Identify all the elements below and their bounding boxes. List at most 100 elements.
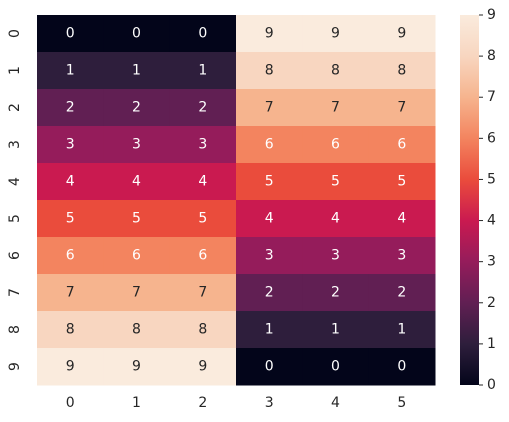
- heatmap-cell: [103, 348, 171, 386]
- cell-value-label: 6: [198, 248, 207, 264]
- cell-value-label: 6: [397, 137, 406, 153]
- cell-value-label: 6: [132, 248, 141, 264]
- heatmap-cell: [302, 237, 370, 275]
- colorbar-gradient: [460, 15, 479, 385]
- heatmap-cell: [37, 274, 104, 312]
- heatmap-cell: [302, 311, 370, 349]
- cell-value-label: 3: [265, 248, 274, 264]
- cell-value-label: 0: [132, 26, 141, 42]
- cell-value-label: 8: [66, 322, 75, 338]
- heatmap-cell: [302, 163, 370, 201]
- cell-value-label: 8: [397, 63, 406, 79]
- heatmap-cell: [169, 200, 237, 238]
- cell-value-label: 9: [331, 26, 340, 42]
- heatmap-cell: [368, 348, 436, 386]
- cell-value-label: 9: [66, 359, 75, 375]
- cell-value-label: 2: [66, 100, 75, 116]
- x-axis-ticks: 0 1 2 3 4 5: [66, 395, 407, 411]
- cell-value-label: 0: [66, 26, 75, 42]
- cell-value-label: 4: [66, 174, 75, 190]
- cell-value-label: 2: [198, 100, 207, 116]
- cell-value-label: 7: [265, 100, 274, 116]
- heatmap-cell: [302, 52, 370, 90]
- heatmap-cell: [103, 237, 171, 275]
- y-tick-label: 9: [7, 362, 23, 371]
- x-tick-label: 4: [331, 395, 340, 411]
- cell-value-label: 7: [397, 100, 406, 116]
- heatmap-cell: [37, 52, 104, 90]
- heatmap-cell: [37, 237, 104, 275]
- heatmap-cell: [169, 126, 237, 164]
- heatmap-cell: [169, 311, 237, 349]
- heatmap-cell: [236, 237, 303, 275]
- y-tick-label: 2: [7, 103, 23, 112]
- heatmap-cell: [302, 200, 370, 238]
- colorbar-tick-label: 3: [487, 254, 496, 270]
- cell-value-label: 9: [265, 26, 274, 42]
- heatmap-cell: [103, 15, 171, 53]
- heatmap-cell: [103, 311, 171, 349]
- cell-value-label: 8: [132, 322, 141, 338]
- colorbar-tick-label: 0: [487, 377, 496, 393]
- heatmap-cell: [236, 163, 303, 201]
- heatmap-cell: [368, 200, 436, 238]
- cell-value-label: 1: [397, 322, 406, 338]
- heatmap-cell: [302, 15, 370, 53]
- heatmap-cell: [37, 200, 104, 238]
- cell-value-label: 4: [265, 211, 274, 227]
- cell-value-label: 6: [331, 137, 340, 153]
- colorbar-tick-label: 7: [487, 89, 496, 105]
- heatmap-cell: [236, 311, 303, 349]
- heatmap-cell: [37, 163, 104, 201]
- colorbar-tick-label: 2: [487, 295, 496, 311]
- cell-value-label: 8: [331, 63, 340, 79]
- heatmap-cell: [368, 163, 436, 201]
- heatmap-cell: [302, 126, 370, 164]
- colorbar-tick-label: 4: [487, 213, 496, 229]
- x-tick-label: 2: [198, 395, 207, 411]
- cell-value-label: 6: [265, 137, 274, 153]
- heatmap-cell: [169, 52, 237, 90]
- cell-value-label: 5: [331, 174, 340, 190]
- y-tick-label: 4: [7, 177, 23, 186]
- cell-value-label: 6: [66, 248, 75, 264]
- heatmap-cell: [368, 274, 436, 312]
- heatmap-cell: [169, 274, 237, 312]
- y-tick-label: 6: [7, 251, 23, 260]
- colorbar-tick-label: 6: [487, 130, 496, 146]
- x-tick-label: 0: [66, 395, 75, 411]
- heatmap-cell: [169, 163, 237, 201]
- heatmap-cell: [236, 89, 303, 127]
- cell-value-label: 0: [331, 359, 340, 375]
- cell-value-label: 3: [66, 137, 75, 153]
- heatmap-cell: [37, 89, 104, 127]
- heatmap-cell: [368, 237, 436, 275]
- x-tick-label: 3: [265, 395, 274, 411]
- heatmap-cell: [368, 15, 436, 53]
- heatmap-cell: [302, 348, 370, 386]
- cell-value-label: 5: [265, 174, 274, 190]
- heatmap-cell: [236, 348, 303, 386]
- cell-value-label: 9: [132, 359, 141, 375]
- colorbar-ticks: 0 1 2 3 4 5 6 7 8 9: [479, 7, 496, 393]
- y-tick-label: 1: [7, 66, 23, 75]
- cell-value-label: 1: [331, 322, 340, 338]
- heatmap-cell: [368, 126, 436, 164]
- cell-value-label: 5: [198, 211, 207, 227]
- heatmap-cell: [37, 348, 104, 386]
- cell-value-label: 5: [397, 174, 406, 190]
- colorbar-tick-label: 5: [487, 171, 496, 187]
- heatmap-cell: [368, 52, 436, 90]
- heatmap-cell: [236, 200, 303, 238]
- cell-value-label: 1: [198, 63, 207, 79]
- cell-value-label: 7: [66, 285, 75, 301]
- cell-value-label: 1: [132, 63, 141, 79]
- cell-value-label: 3: [198, 137, 207, 153]
- cell-value-label: 2: [265, 285, 274, 301]
- y-tick-label: 0: [7, 29, 23, 38]
- y-tick-label: 7: [7, 288, 23, 297]
- cell-value-label: 2: [132, 100, 141, 116]
- heatmap-cells: [37, 15, 436, 386]
- cell-value-label: 4: [331, 211, 340, 227]
